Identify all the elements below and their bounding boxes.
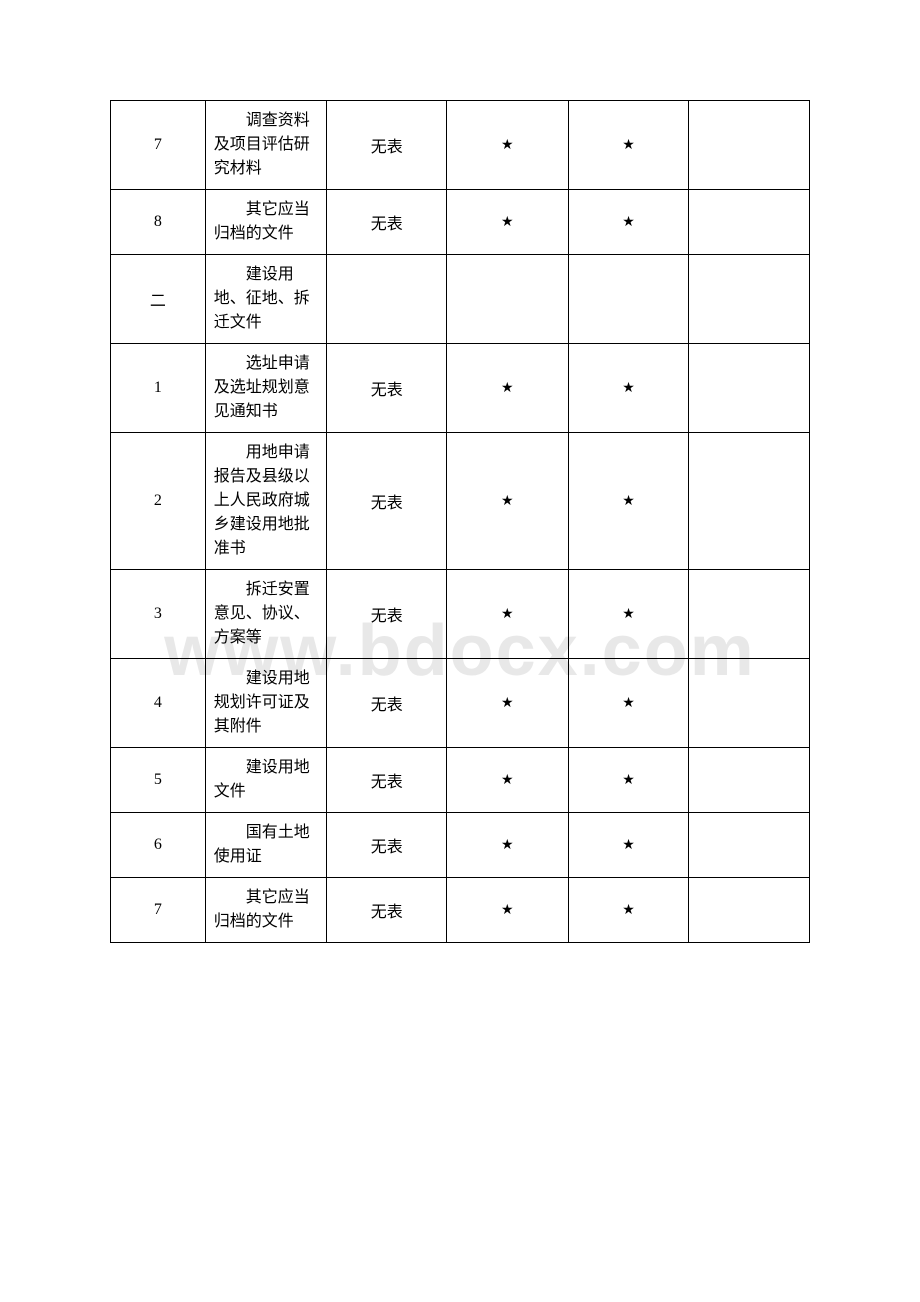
table-row: 二 建设用地、征地、拆迁文件 — [111, 255, 810, 344]
cell-c4: ★ — [446, 570, 568, 659]
cell-c3: 无表 — [327, 433, 447, 570]
cell-description: 拆迁安置意见、协议、方案等 — [205, 570, 327, 659]
table-row: 1 选址申请及选址规划意见通知书 无表 ★ ★ — [111, 344, 810, 433]
cell-c4: ★ — [446, 344, 568, 433]
cell-c6 — [689, 101, 810, 190]
cell-c4: ★ — [446, 659, 568, 748]
cell-c5: ★ — [568, 570, 689, 659]
cell-c5: ★ — [568, 433, 689, 570]
cell-description: 选址申请及选址规划意见通知书 — [205, 344, 327, 433]
cell-c6 — [689, 813, 810, 878]
cell-description: 建设用地、征地、拆迁文件 — [205, 255, 327, 344]
cell-c6 — [689, 344, 810, 433]
table-row: 6 国有土地使用证 无表 ★ ★ — [111, 813, 810, 878]
cell-c4: ★ — [446, 101, 568, 190]
cell-c6 — [689, 255, 810, 344]
cell-c6 — [689, 659, 810, 748]
cell-number: 7 — [111, 101, 206, 190]
cell-c3: 无表 — [327, 813, 447, 878]
cell-c4 — [446, 255, 568, 344]
cell-c3: 无表 — [327, 190, 447, 255]
cell-c3: 无表 — [327, 570, 447, 659]
cell-c3: 无表 — [327, 344, 447, 433]
table-row: 7 调查资料及项目评估研究材料 无表 ★ ★ — [111, 101, 810, 190]
cell-c4: ★ — [446, 748, 568, 813]
cell-number: 1 — [111, 344, 206, 433]
cell-c6 — [689, 748, 810, 813]
cell-c6 — [689, 190, 810, 255]
cell-description: 其它应当归档的文件 — [205, 190, 327, 255]
cell-c5: ★ — [568, 748, 689, 813]
cell-number: 4 — [111, 659, 206, 748]
cell-c6 — [689, 433, 810, 570]
cell-c6 — [689, 570, 810, 659]
cell-description: 其它应当归档的文件 — [205, 878, 327, 943]
cell-c3 — [327, 255, 447, 344]
cell-c4: ★ — [446, 878, 568, 943]
table-row: 4 建设用地规划许可证及其附件 无表 ★ ★ — [111, 659, 810, 748]
cell-c5: ★ — [568, 878, 689, 943]
cell-number: 6 — [111, 813, 206, 878]
cell-c5: ★ — [568, 344, 689, 433]
cell-c5 — [568, 255, 689, 344]
cell-c3: 无表 — [327, 101, 447, 190]
cell-c5: ★ — [568, 813, 689, 878]
cell-description: 建设用地文件 — [205, 748, 327, 813]
cell-c6 — [689, 878, 810, 943]
cell-c3: 无表 — [327, 748, 447, 813]
cell-c5: ★ — [568, 659, 689, 748]
table-body: 7 调查资料及项目评估研究材料 无表 ★ ★ 8 其它应当归档的文件 无表 ★ … — [111, 101, 810, 943]
cell-description: 建设用地规划许可证及其附件 — [205, 659, 327, 748]
table-row: 7 其它应当归档的文件 无表 ★ ★ — [111, 878, 810, 943]
cell-number: 3 — [111, 570, 206, 659]
cell-c3: 无表 — [327, 659, 447, 748]
cell-number: 二 — [111, 255, 206, 344]
cell-c4: ★ — [446, 433, 568, 570]
cell-description: 用地申请报告及县级以上人民政府城乡建设用地批准书 — [205, 433, 327, 570]
cell-number: 7 — [111, 878, 206, 943]
cell-number: 8 — [111, 190, 206, 255]
cell-c4: ★ — [446, 190, 568, 255]
cell-number: 5 — [111, 748, 206, 813]
table-row: 3 拆迁安置意见、协议、方案等 无表 ★ ★ — [111, 570, 810, 659]
cell-c5: ★ — [568, 190, 689, 255]
cell-c3: 无表 — [327, 878, 447, 943]
table-row: 5 建设用地文件 无表 ★ ★ — [111, 748, 810, 813]
cell-number: 2 — [111, 433, 206, 570]
cell-description: 国有土地使用证 — [205, 813, 327, 878]
cell-description: 调查资料及项目评估研究材料 — [205, 101, 327, 190]
cell-c5: ★ — [568, 101, 689, 190]
table-row: 2 用地申请报告及县级以上人民政府城乡建设用地批准书 无表 ★ ★ — [111, 433, 810, 570]
table-row: 8 其它应当归档的文件 无表 ★ ★ — [111, 190, 810, 255]
document-table: 7 调查资料及项目评估研究材料 无表 ★ ★ 8 其它应当归档的文件 无表 ★ … — [110, 100, 810, 943]
cell-c4: ★ — [446, 813, 568, 878]
